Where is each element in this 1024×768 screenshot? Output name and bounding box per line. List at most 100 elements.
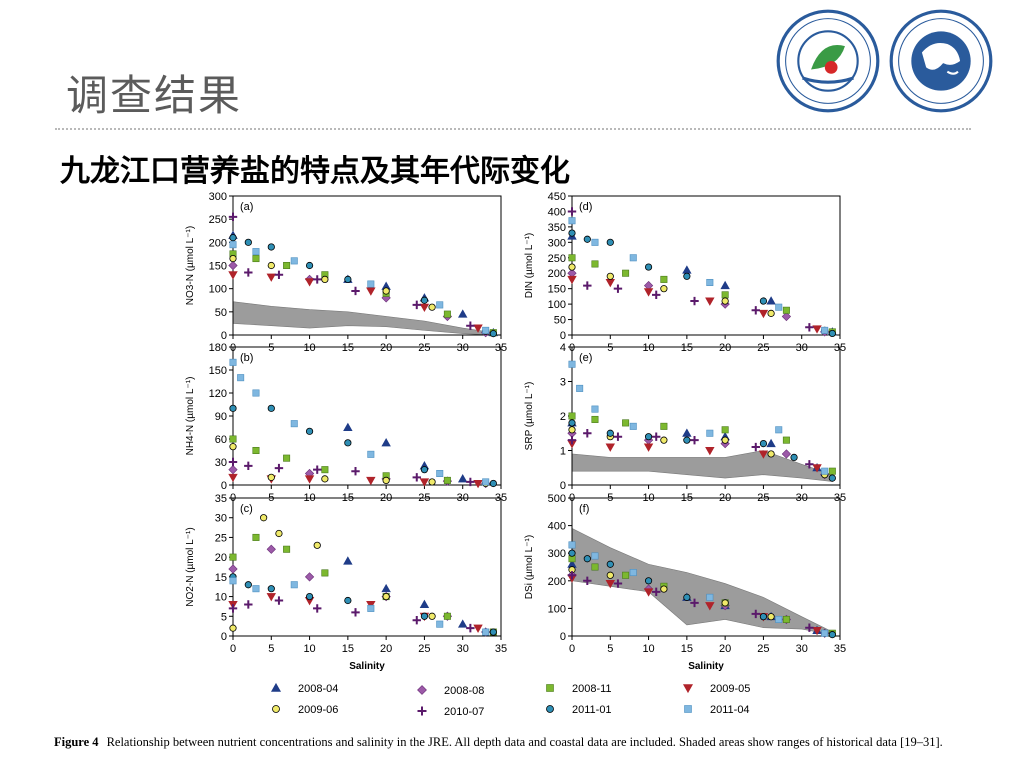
slide-title: 调查结果 bbox=[66, 71, 243, 120]
data-point bbox=[466, 623, 475, 633]
legend-label: 2008-11 bbox=[572, 683, 612, 695]
data-point bbox=[283, 261, 291, 269]
data-point bbox=[660, 285, 668, 293]
legend-marker bbox=[546, 705, 554, 713]
data-point bbox=[252, 585, 260, 593]
y-tick-label: 300 bbox=[548, 548, 566, 560]
legend-item-2011-04: 2011-04 bbox=[684, 704, 750, 716]
data-point bbox=[766, 438, 776, 448]
data-point bbox=[828, 329, 836, 338]
data-point bbox=[229, 234, 237, 242]
data-point bbox=[466, 477, 475, 487]
data-point bbox=[290, 420, 298, 428]
y-tick-label: 100 bbox=[209, 284, 227, 296]
data-point bbox=[821, 326, 829, 334]
data-point bbox=[290, 581, 298, 589]
series-2011-01 bbox=[229, 404, 497, 488]
legend-marker bbox=[270, 682, 282, 692]
x-tick-label: 30 bbox=[457, 643, 469, 655]
legend-label: 2011-01 bbox=[572, 704, 612, 716]
data-point bbox=[304, 278, 315, 287]
data-point bbox=[766, 296, 776, 305]
data-point bbox=[767, 450, 775, 458]
data-point bbox=[252, 248, 260, 256]
data-point bbox=[758, 450, 769, 459]
y-tick-label: 120 bbox=[209, 388, 227, 400]
data-point bbox=[482, 628, 490, 636]
panel-c: 0 5 10 15 20 25 30 35 0 5 10 15 20 25 30 35 (c) NO2-N (µm… bbox=[185, 493, 507, 672]
legend-item-2008-04: 2008-04 bbox=[270, 682, 338, 695]
data-point bbox=[428, 612, 436, 620]
y-tick-label: 100 bbox=[548, 603, 566, 615]
legend-marker bbox=[546, 684, 554, 692]
data-point bbox=[229, 404, 237, 412]
x-tick-label: 30 bbox=[796, 643, 808, 655]
data-point bbox=[367, 604, 375, 612]
data-point bbox=[321, 466, 329, 474]
y-tick-label: 450 bbox=[548, 191, 566, 203]
caption-label: Figure 4 bbox=[54, 735, 99, 749]
legend-item-2008-08: 2008-08 bbox=[417, 685, 484, 697]
data-point bbox=[568, 412, 576, 420]
data-point bbox=[260, 514, 268, 522]
data-point bbox=[229, 443, 237, 451]
data-point bbox=[568, 360, 576, 368]
data-point bbox=[228, 564, 238, 574]
data-point bbox=[229, 577, 237, 585]
data-point bbox=[412, 300, 421, 310]
data-point bbox=[412, 473, 421, 482]
data-point bbox=[412, 616, 421, 625]
data-point bbox=[751, 609, 760, 619]
y-tick-label: 0 bbox=[221, 480, 227, 492]
x-tick-label: 10 bbox=[642, 342, 654, 354]
data-point bbox=[643, 588, 654, 597]
y-tick-label: 4 bbox=[560, 342, 566, 354]
data-point bbox=[482, 478, 490, 486]
data-point bbox=[252, 389, 260, 397]
data-point bbox=[568, 263, 576, 271]
y-tick-label: 180 bbox=[209, 342, 227, 354]
data-point bbox=[567, 275, 577, 285]
data-point bbox=[344, 439, 352, 447]
data-point bbox=[228, 271, 238, 280]
data-point bbox=[229, 553, 237, 561]
data-point bbox=[613, 579, 623, 588]
data-point bbox=[705, 297, 715, 306]
data-point bbox=[605, 443, 616, 452]
data-point bbox=[782, 436, 790, 444]
data-point bbox=[304, 475, 315, 484]
y-tick-label: 30 bbox=[215, 513, 227, 525]
panel-label: (f) bbox=[579, 503, 589, 515]
data-point bbox=[812, 464, 822, 473]
data-point bbox=[660, 436, 668, 444]
data-point bbox=[489, 628, 497, 636]
data-point bbox=[457, 619, 468, 628]
x-tick-label: 20 bbox=[380, 342, 392, 354]
y-tick-label: 250 bbox=[209, 214, 227, 226]
data-point bbox=[660, 422, 668, 430]
x-tick-label: 35 bbox=[495, 643, 507, 655]
legend-marker bbox=[272, 705, 280, 713]
data-point bbox=[351, 467, 360, 476]
series-2011-01 bbox=[568, 229, 836, 338]
data-point bbox=[812, 325, 822, 334]
x-tick-label: 20 bbox=[719, 342, 731, 354]
data-point bbox=[643, 443, 654, 452]
y-tick-label: 35 bbox=[215, 493, 227, 505]
y-tick-label: 0 bbox=[221, 631, 227, 643]
y-tick-label: 20 bbox=[215, 552, 227, 564]
data-point bbox=[266, 273, 277, 282]
data-point bbox=[775, 426, 783, 434]
data-point bbox=[568, 549, 576, 557]
y-tick-label: 15 bbox=[215, 572, 227, 584]
data-point bbox=[721, 599, 729, 607]
data-point bbox=[274, 596, 284, 605]
data-point bbox=[759, 613, 768, 621]
y-tick-label: 300 bbox=[209, 191, 227, 203]
data-point bbox=[228, 260, 238, 271]
data-point bbox=[420, 296, 429, 304]
data-point bbox=[305, 261, 314, 270]
data-point bbox=[489, 479, 497, 488]
